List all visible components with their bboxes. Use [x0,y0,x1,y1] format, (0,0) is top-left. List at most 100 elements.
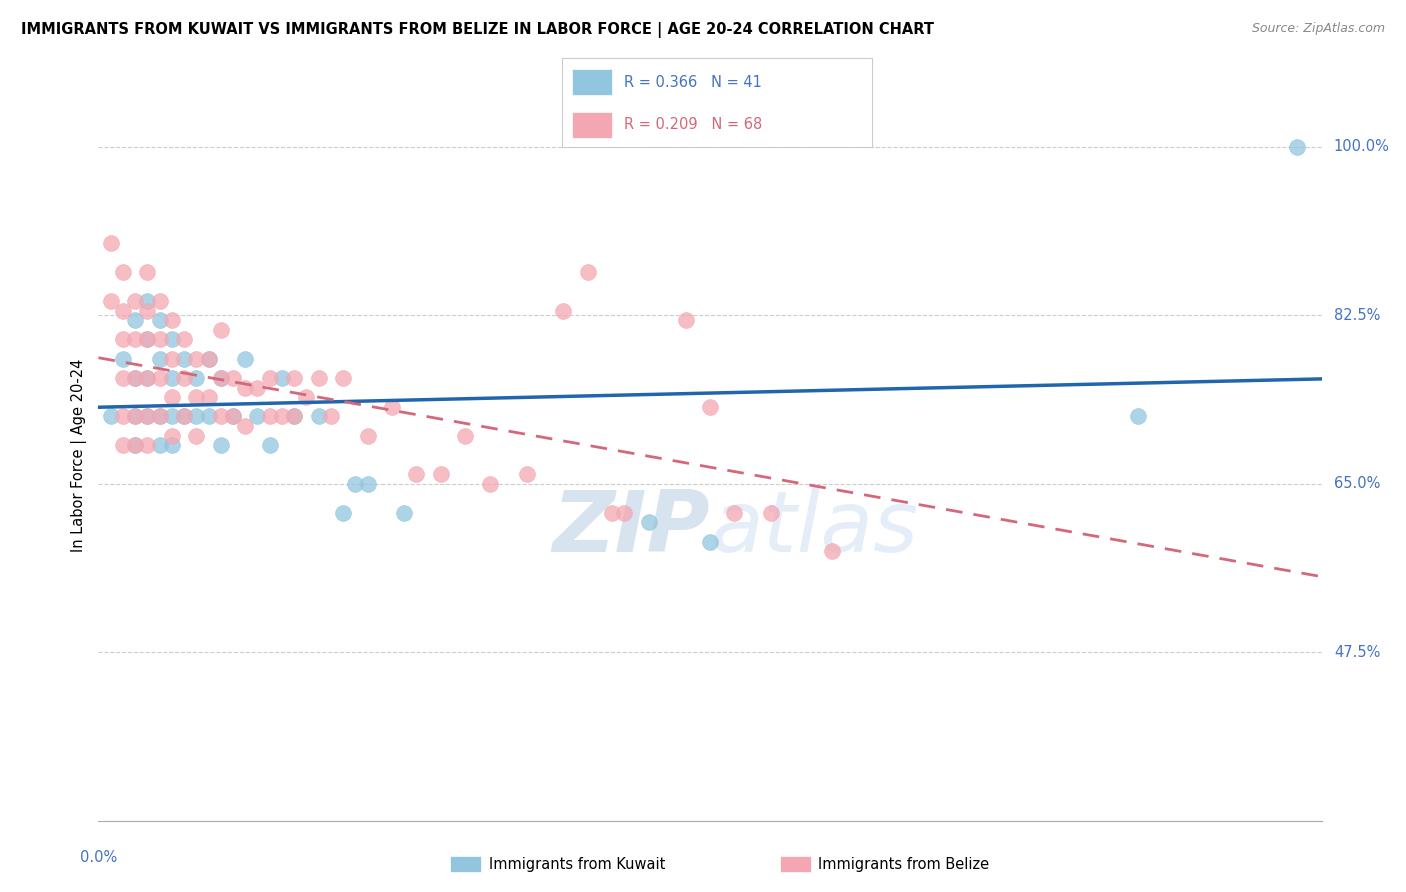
Point [136,293,159,308]
Point [124,371,146,385]
Point [222,409,245,424]
Point [111,303,134,318]
Point [149,438,172,452]
Point [160,390,183,404]
Point [186,409,208,424]
Point [553,303,575,318]
Point [136,438,159,452]
Point [233,380,256,394]
Point [149,371,172,385]
Point [111,265,134,279]
Point [149,333,172,347]
Point [100,236,122,251]
Point [270,371,292,385]
Point [197,390,219,404]
Text: 47.5%: 47.5% [1334,645,1381,660]
Point [246,409,269,424]
Point [283,409,305,424]
Point [759,506,782,520]
Point [222,371,245,385]
Point [516,467,538,482]
Point [186,371,208,385]
Point [344,476,367,491]
Point [454,428,477,442]
Text: R = 0.209   N = 68: R = 0.209 N = 68 [624,118,762,132]
Point [675,313,697,327]
Point [233,351,256,366]
Point [124,409,146,424]
Point [124,438,146,452]
Point [136,265,159,279]
Point [478,476,501,491]
Point [186,351,208,366]
Point [136,371,159,385]
Point [332,506,354,520]
Text: Immigrants from Kuwait: Immigrants from Kuwait [489,857,665,871]
Text: 65.0%: 65.0% [1334,476,1381,491]
Point [149,313,172,327]
Point [356,428,378,442]
Point [111,409,134,424]
Point [136,409,159,424]
Point [111,333,134,347]
Point [124,371,146,385]
Point [136,303,159,318]
Point [149,293,172,308]
Point [173,371,195,385]
Point [173,409,195,424]
Point [186,390,208,404]
Point [136,409,159,424]
Point [209,438,232,452]
Point [319,409,342,424]
Point [149,409,172,424]
Point [259,438,281,452]
Text: ZIP: ZIP [553,486,710,570]
Point [136,371,159,385]
Text: atlas: atlas [710,486,918,570]
Point [222,409,245,424]
Point [100,293,122,308]
Point [1128,409,1150,424]
Point [699,534,721,549]
Point [160,313,183,327]
Point [1286,140,1309,154]
Point [111,438,134,452]
Point [430,467,453,482]
Point [405,467,427,482]
Text: 82.5%: 82.5% [1334,308,1381,323]
Point [613,506,636,520]
Point [124,333,146,347]
Point [295,390,318,404]
Point [160,438,183,452]
Point [197,409,219,424]
Text: Source: ZipAtlas.com: Source: ZipAtlas.com [1251,22,1385,36]
Point [259,409,281,424]
Point [246,380,269,394]
Text: 0.0%: 0.0% [80,850,117,865]
Point [111,371,134,385]
Point [197,351,219,366]
Point [821,544,844,558]
Point [209,409,232,424]
Text: IMMIGRANTS FROM KUWAIT VS IMMIGRANTS FROM BELIZE IN LABOR FORCE | AGE 20-24 CORR: IMMIGRANTS FROM KUWAIT VS IMMIGRANTS FRO… [21,22,934,38]
Point [308,409,330,424]
Point [270,409,292,424]
Point [637,516,661,530]
Point [160,409,183,424]
Text: Immigrants from Belize: Immigrants from Belize [818,857,990,871]
Text: 100.0%: 100.0% [1334,139,1389,154]
Point [356,476,378,491]
Point [209,371,232,385]
Y-axis label: In Labor Force | Age 20-24: In Labor Force | Age 20-24 [72,359,87,551]
Point [283,371,305,385]
Point [308,371,330,385]
Point [124,409,146,424]
Point [136,333,159,347]
Point [124,293,146,308]
Point [149,409,172,424]
Point [173,409,195,424]
Point [111,351,134,366]
Point [723,506,745,520]
Point [197,351,219,366]
Point [381,400,404,414]
